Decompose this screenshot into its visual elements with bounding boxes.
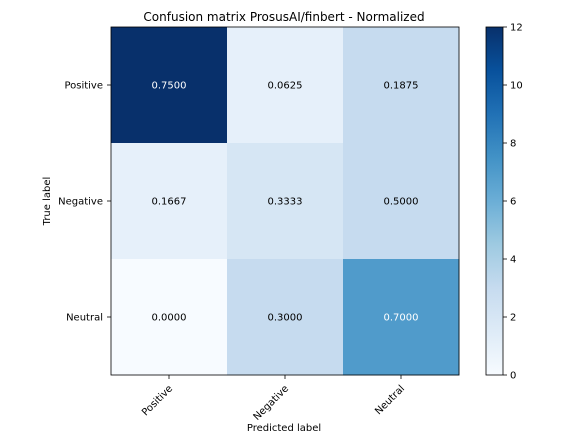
cell-value-label: 0.3000 [268, 313, 303, 324]
colorbar-tick-label: 0 [510, 371, 516, 382]
cell-value-label: 0.7500 [152, 81, 187, 92]
cell-value-label: 0.0000 [152, 313, 187, 324]
heatmap-cell-labels: 0.7500 0.0625 0.1875 0.1667 0.3333 0.5000 0.00… [152, 81, 419, 324]
y-tick-label: Positive [64, 81, 103, 92]
cell-value-label: 0.1667 [152, 197, 187, 208]
cell-value-label: 0.7000 [384, 313, 419, 324]
x-tick-label: Positive [140, 383, 175, 418]
colorbar-tick-label: 4 [510, 255, 516, 266]
y-axis-label: True label [42, 177, 53, 227]
heatmap-cell [343, 27, 460, 144]
heatmap-cell [111, 143, 228, 260]
x-axis-ticks: Positive Negative Neutral [140, 375, 407, 423]
chart-title: Confusion matrix ProsusAI/finbert - Norm… [143, 10, 424, 24]
colorbar-tick-label: 8 [510, 139, 516, 150]
colorbar-tick-label: 2 [510, 313, 516, 324]
heatmap-cell [227, 259, 344, 376]
cell-value-label: 0.5000 [384, 197, 419, 208]
colorbar-tick-label: 6 [510, 197, 516, 208]
heatmap-cell [111, 27, 228, 144]
y-tick-label: Negative [58, 197, 103, 208]
x-axis-label: Predicted label [247, 423, 321, 432]
y-tick-label: Neutral [66, 313, 103, 324]
colorbar [485, 26, 504, 376]
heatmap-cell [227, 27, 344, 144]
heatmap-cell [111, 259, 228, 376]
y-axis-ticks: Positive Negative Neutral [58, 81, 111, 324]
cell-value-label: 0.1875 [384, 81, 419, 92]
colorbar-tick-label: 12 [510, 23, 523, 34]
heatmap-cell [343, 259, 460, 376]
cell-value-label: 0.3333 [268, 197, 303, 208]
heatmap-cells [111, 27, 460, 376]
colorbar-ticks: 0 2 4 6 8 10 12 [503, 23, 523, 382]
x-tick-label: Negative [252, 383, 292, 423]
heatmap-cell [227, 143, 344, 260]
cell-value-label: 0.0625 [268, 81, 303, 92]
heatmap-cell [343, 143, 460, 260]
x-tick-label: Neutral [373, 383, 407, 417]
colorbar-tick-label: 10 [510, 81, 523, 92]
